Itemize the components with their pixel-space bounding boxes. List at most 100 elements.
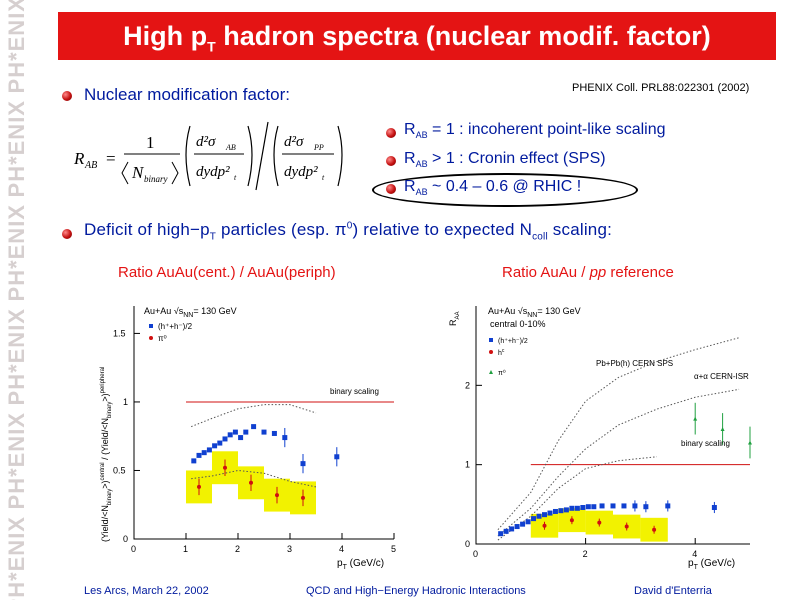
hadron-point [514, 524, 520, 530]
title-main: High p [123, 21, 208, 51]
citation: PHENIX Coll. PRL88:022301 (2002) [572, 82, 750, 94]
x-tick-label: 2 [235, 544, 240, 554]
formula-num-right: d²σ [284, 134, 304, 150]
hadron-point [503, 528, 509, 534]
right-legend-title: Au+Au √sNN= 130 GeV [488, 306, 581, 319]
formula-den-left: dydp² [196, 164, 230, 180]
y-tick-label: 1 [123, 397, 128, 407]
y-tick-label: 2 [465, 380, 470, 390]
hadron-point [547, 510, 553, 516]
rab-item-incoherent: RAB = 1 : incoherent point-like scaling [404, 121, 666, 141]
hadron-point [498, 531, 504, 537]
nmf-label: Nuclear modification factor: [84, 85, 290, 104]
y-tick-label: 1.5 [113, 328, 126, 338]
formula-nbin-sub: binary [144, 174, 168, 184]
hadron-point [201, 450, 207, 456]
formula-den-right-sub: t [322, 173, 325, 182]
right-legend-hc-marker [489, 350, 493, 354]
side-watermark-strip: PH*ENIX PH*ENIX PH*ENIX PH*ENIX PH*ENIX … [0, 0, 44, 600]
deficit-text: Deficit of high−pT particles (esp. π0) r… [84, 220, 613, 243]
hadron-point [222, 436, 228, 442]
formula-nbin: N [131, 163, 145, 182]
slide-title: High pT hadron spectra (nuclear modif. f… [58, 12, 776, 60]
left-legend-pi: π⁰ [158, 334, 167, 343]
x-tick-label: 3 [287, 544, 292, 554]
y-tick-label: 1 [465, 460, 470, 470]
hadron-point [196, 452, 202, 458]
x-tick-label: 2 [583, 549, 588, 559]
hadron-point [243, 429, 249, 435]
right-legend-sub: central 0-10% [490, 319, 546, 329]
left-ref-label: binary scaling [330, 387, 379, 396]
footer-conference: QCD and High−Energy Hadronic Interaction… [306, 585, 526, 597]
formula-lhs: R [73, 149, 85, 168]
left-legend-pi-marker [149, 336, 153, 340]
hadron-point [206, 447, 212, 453]
hadron-point [251, 424, 257, 430]
right-xlabel: pT (GeV/c) [688, 558, 735, 571]
hadron-point [558, 508, 564, 514]
bullet-icon [386, 128, 396, 138]
right-ref-label: binary scaling [681, 439, 730, 448]
y-tick-label: 0 [465, 539, 470, 549]
envelope-curve [497, 388, 740, 537]
right-ref-isr: α+α CERN-ISR [694, 372, 749, 381]
hadron-point [569, 505, 575, 511]
hadron-point [509, 526, 515, 532]
right-legend-h-marker [489, 338, 493, 342]
envelope-curve [191, 469, 317, 488]
hadron-point [542, 512, 547, 518]
title-rest: hadron spectra (nuclear modif. factor) [215, 21, 711, 51]
hadron-point [261, 429, 267, 435]
hadron-point [536, 513, 542, 519]
hadron-point [212, 443, 218, 449]
bullet-icon [386, 156, 396, 166]
left-chart: 0 1 2 3 4 5 0 0.5 1 1.5 Au+Au √sNN= 130 GeV (h⁺+h… [100, 306, 396, 571]
y-tick-label: 0.5 [113, 465, 126, 475]
formula-num-left: d²σ [196, 134, 216, 150]
y-tick-label: 0 [123, 534, 128, 544]
right-ref-sps: Pb+Pb(h) CERN SPS [596, 359, 673, 368]
x-tick-label: 0 [473, 549, 478, 559]
left-ylabel: (Yield/<Nbinary>)central / (Yield/<Nbina… [100, 367, 113, 542]
left-xlabel: pT (GeV/c) [337, 558, 384, 571]
hadron-point [232, 429, 238, 435]
right-plot-title: Ratio AuAu / pp reference [502, 264, 674, 281]
x-tick-label: 0 [131, 544, 136, 554]
watermark-6: PH*ENIX [4, 516, 29, 600]
formula-equals: = [106, 149, 116, 168]
hadron-point [271, 430, 277, 436]
footer-author: David d'Enterria [634, 585, 712, 597]
right-legend-hc: hc [498, 348, 505, 357]
formula-lhs-sub: AB [84, 160, 97, 171]
rab-formula: R AB = 1 N binary d²σ AB dydp² t d²σ PP … [73, 121, 343, 191]
rab-item-cronin: RAB > 1 : Cronin effect (SPS) [404, 150, 606, 170]
hadron-point [217, 440, 223, 446]
formula-den-left-sub: t [234, 173, 237, 182]
left-legend-title: Au+Au √sNN= 130 GeV [144, 306, 237, 319]
watermark-1: PH*ENIX [4, 0, 29, 94]
watermark-2: PH*ENIX [4, 100, 29, 198]
left-plot-title: Ratio AuAu(cent.) / AuAu(periph) [118, 264, 336, 281]
hadron-point [525, 519, 531, 525]
formula-num-left-sub: AB [225, 143, 236, 152]
right-legend-pi: π⁰ [498, 369, 506, 377]
x-tick-label: 5 [391, 544, 396, 554]
right-legend-pi-marker [489, 370, 493, 374]
title-sub: T [207, 38, 216, 55]
hadron-point [563, 507, 569, 513]
formula-one: 1 [146, 133, 155, 152]
left-legend-h: (h⁺+h⁻)/2 [158, 322, 193, 331]
hadron-point [238, 435, 244, 441]
hadron-point [552, 508, 558, 514]
right-legend-h: (h⁺+h⁻)/2 [498, 338, 528, 345]
hadron-point [599, 503, 605, 509]
hadron-point [621, 503, 627, 509]
watermark-4: PH*ENIX [4, 308, 29, 406]
hadron-point [227, 432, 233, 438]
x-tick-label: 4 [692, 549, 697, 559]
bullet-icon [62, 91, 72, 101]
footer-date: Les Arcs, March 22, 2002 [84, 585, 209, 597]
right-chart: 0 2 4 0 1 2 Au+Au √sNN= 130 GeV central 0-10%… [448, 306, 752, 571]
bullet-icon [62, 229, 72, 239]
